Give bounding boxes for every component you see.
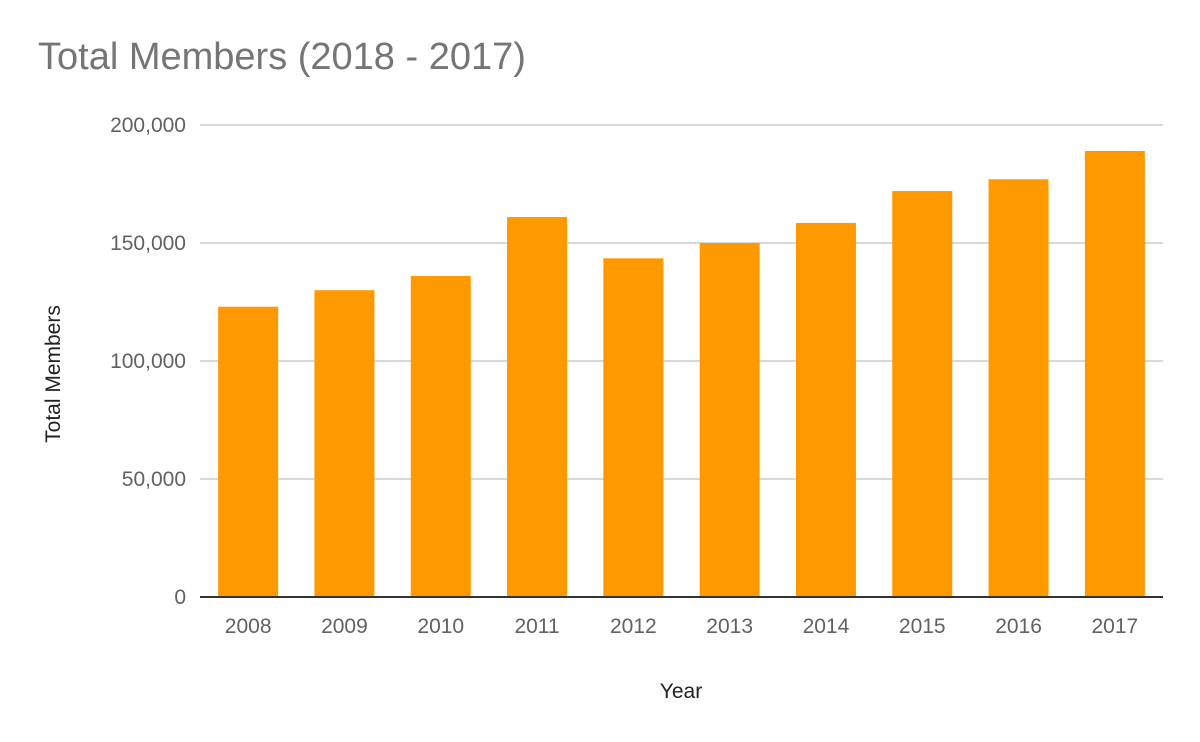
x-tick-label: 2016: [995, 615, 1042, 638]
x-tick-label: 2008: [225, 615, 272, 638]
bar-2014: [795, 222, 856, 597]
x-tick-label: 2012: [610, 615, 657, 638]
x-tick-label: 2009: [321, 615, 368, 638]
bar-2013: [699, 243, 760, 597]
bar-2015: [892, 191, 953, 597]
y-tick-label: 50,000: [122, 468, 186, 491]
bar-2012: [603, 258, 664, 597]
bar-2017: [1084, 150, 1145, 597]
y-tick-label: 200,000: [110, 114, 186, 137]
x-axis-title: Year: [660, 680, 702, 703]
bar-2016: [988, 179, 1049, 597]
x-tick-label: 2011: [514, 615, 559, 638]
y-tick-label: 0: [174, 586, 186, 609]
y-tick-label: 150,000: [110, 232, 186, 255]
x-tick-label: 2017: [1091, 615, 1138, 638]
x-tick-label: 2015: [899, 615, 946, 638]
bar-2011: [507, 217, 568, 598]
x-tick-label: 2010: [417, 615, 464, 638]
bars: [218, 150, 1145, 598]
bar-2010: [410, 276, 471, 597]
chart-title: Total Members (2018 - 2017): [38, 36, 526, 78]
y-tick-label: 100,000: [110, 350, 186, 373]
x-tick-label: 2013: [706, 615, 753, 638]
x-tick-label: 2014: [803, 615, 850, 638]
y-axis-title: Total Members: [42, 305, 65, 443]
x-tick-labels: 2008 2009 2010 2011 2012 2013 2014 2015 2016 2017: [225, 615, 1138, 638]
y-tick-labels: 0 50,000 100,000 150,000 200,000: [110, 114, 186, 609]
bar-2009: [314, 290, 375, 597]
bar-2008: [218, 306, 279, 597]
